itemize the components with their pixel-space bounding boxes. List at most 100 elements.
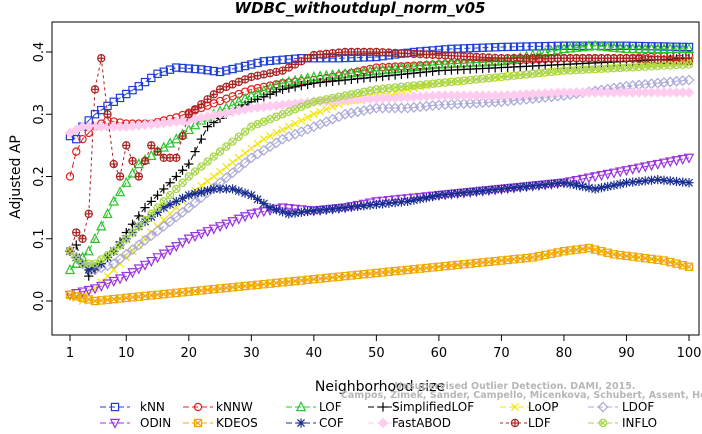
data-point	[390, 70, 400, 80]
data-point	[139, 260, 151, 271]
data-point	[553, 67, 562, 76]
data-point	[615, 179, 625, 189]
data-point	[140, 203, 150, 213]
legend-label: INFLO	[622, 416, 657, 430]
data-point	[547, 67, 556, 77]
data-point	[428, 79, 437, 88]
data-point	[628, 41, 637, 51]
data-point	[190, 64, 200, 74]
data-point	[621, 166, 632, 177]
data-point	[584, 65, 594, 74]
data-point	[89, 284, 101, 295]
data-point	[265, 89, 275, 99]
data-point	[590, 184, 600, 194]
data-point	[184, 172, 193, 181]
legend-item-loop: LoOP	[500, 400, 559, 414]
legend-marker	[109, 418, 121, 429]
data-point	[120, 248, 132, 260]
data-point	[159, 184, 169, 194]
data-point	[102, 207, 113, 219]
data-point	[289, 204, 301, 215]
data-point	[390, 83, 400, 92]
legend-marker	[378, 402, 388, 412]
data-point	[478, 43, 487, 52]
data-point	[170, 211, 182, 223]
data-point	[683, 153, 695, 164]
data-point	[84, 209, 93, 219]
data-point	[459, 76, 469, 85]
data-point	[352, 106, 364, 118]
y-tick-label: 0.2	[32, 166, 47, 187]
data-point	[190, 105, 200, 114]
data-point	[608, 41, 620, 52]
data-point	[277, 203, 288, 214]
legend-item-ldof: LDOF	[588, 400, 654, 414]
data-point	[666, 61, 675, 70]
credit-line: Unsupervised Outlier Detection. DAMI, 20…	[395, 381, 636, 392]
data-point	[509, 42, 519, 51]
data-point	[565, 42, 576, 53]
data-point	[590, 39, 601, 50]
data-point	[240, 61, 250, 71]
data-point	[183, 202, 195, 214]
data-point	[234, 153, 243, 162]
data-point	[277, 84, 288, 94]
data-point	[641, 62, 650, 71]
plot-frame	[51, 21, 700, 336]
legend-item-knnw: kNNW	[183, 400, 253, 414]
data-point	[646, 42, 657, 54]
data-point	[359, 87, 369, 97]
data-point	[634, 176, 644, 187]
data-point	[115, 240, 125, 250]
data-point	[177, 206, 188, 218]
data-point	[277, 207, 288, 217]
legend-label: KDEOS	[216, 416, 258, 430]
data-point	[259, 117, 269, 126]
series-inflo	[65, 60, 694, 268]
data-point	[158, 220, 170, 232]
data-point	[340, 91, 350, 100]
data-point	[328, 76, 338, 86]
data-point	[247, 60, 256, 69]
data-point	[184, 110, 193, 119]
data-point	[171, 242, 182, 253]
legend-item-fastabod: FastABOD	[368, 416, 451, 430]
data-point	[553, 41, 562, 51]
data-point	[215, 147, 225, 156]
data-point	[372, 85, 381, 94]
data-point	[197, 181, 206, 190]
data-point	[528, 69, 537, 78]
x-tick-label: 60	[431, 346, 448, 361]
data-point	[284, 122, 293, 131]
legend-marker	[193, 418, 203, 428]
x-tick-label: 10	[118, 346, 135, 361]
data-point	[497, 72, 506, 82]
data-point	[114, 253, 126, 265]
data-point	[239, 212, 251, 223]
data-point	[646, 175, 657, 185]
data-point	[220, 172, 232, 184]
data-point	[584, 183, 594, 193]
data-point	[127, 167, 138, 178]
data-point	[97, 255, 106, 264]
data-point	[583, 40, 595, 51]
data-point	[83, 245, 94, 256]
data-point	[233, 214, 244, 225]
data-point	[603, 64, 612, 73]
data-point	[465, 43, 475, 53]
data-point	[253, 83, 262, 93]
legend-marker	[598, 418, 608, 428]
data-point	[322, 95, 331, 104]
data-point	[678, 60, 687, 69]
data-point	[634, 62, 644, 72]
data-point	[640, 162, 651, 173]
data-point	[634, 41, 644, 51]
data-point	[109, 159, 118, 169]
data-point	[90, 85, 100, 94]
data-point	[127, 244, 138, 256]
data-point	[571, 180, 582, 190]
data-point	[184, 159, 194, 169]
data-point	[484, 43, 494, 52]
data-point	[347, 90, 356, 99]
data-point	[547, 41, 556, 51]
